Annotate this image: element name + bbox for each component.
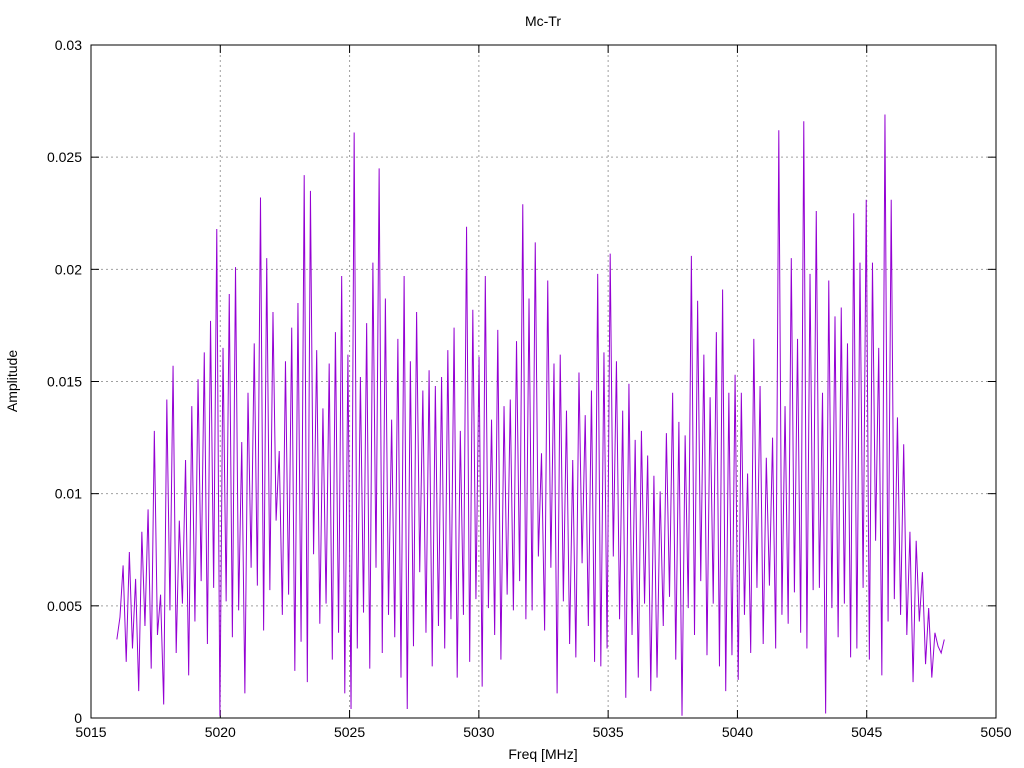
x-axis-label: Freq [MHz]: [508, 746, 577, 762]
x-tick-label: 5015: [75, 724, 106, 740]
x-tick-label: 5050: [980, 724, 1011, 740]
plot-frame: [90, 44, 997, 719]
y-tick-label: 0.03: [55, 37, 82, 53]
y-tick-labels: 0 0.005 0.01 0.015 0.02 0.025 0.03: [47, 37, 82, 726]
x-tick-label: 5030: [463, 724, 494, 740]
chart-title: Mc-Tr: [525, 13, 561, 29]
x-tick-labels: 5015 5020 5025 5030 5035 5040 5045 5050: [75, 724, 1011, 740]
series-line: [116, 114, 945, 716]
y-tick-label: 0.005: [47, 598, 82, 614]
y-tick-label: 0: [74, 710, 82, 726]
x-tick-label: 5020: [205, 724, 236, 740]
y-tick-label: 0.01: [55, 486, 82, 502]
x-tick-label: 5035: [593, 724, 624, 740]
x-tick-label: 5045: [851, 724, 882, 740]
y-tick-label: 0.015: [47, 374, 82, 390]
y-axis-label: Amplitude: [4, 350, 20, 412]
x-tick-label: 5040: [722, 724, 753, 740]
y-tick-label: 0.025: [47, 149, 82, 165]
plot-area: [116, 114, 945, 716]
y-tick-label: 0.02: [55, 261, 82, 277]
x-tick-label: 5025: [334, 724, 365, 740]
